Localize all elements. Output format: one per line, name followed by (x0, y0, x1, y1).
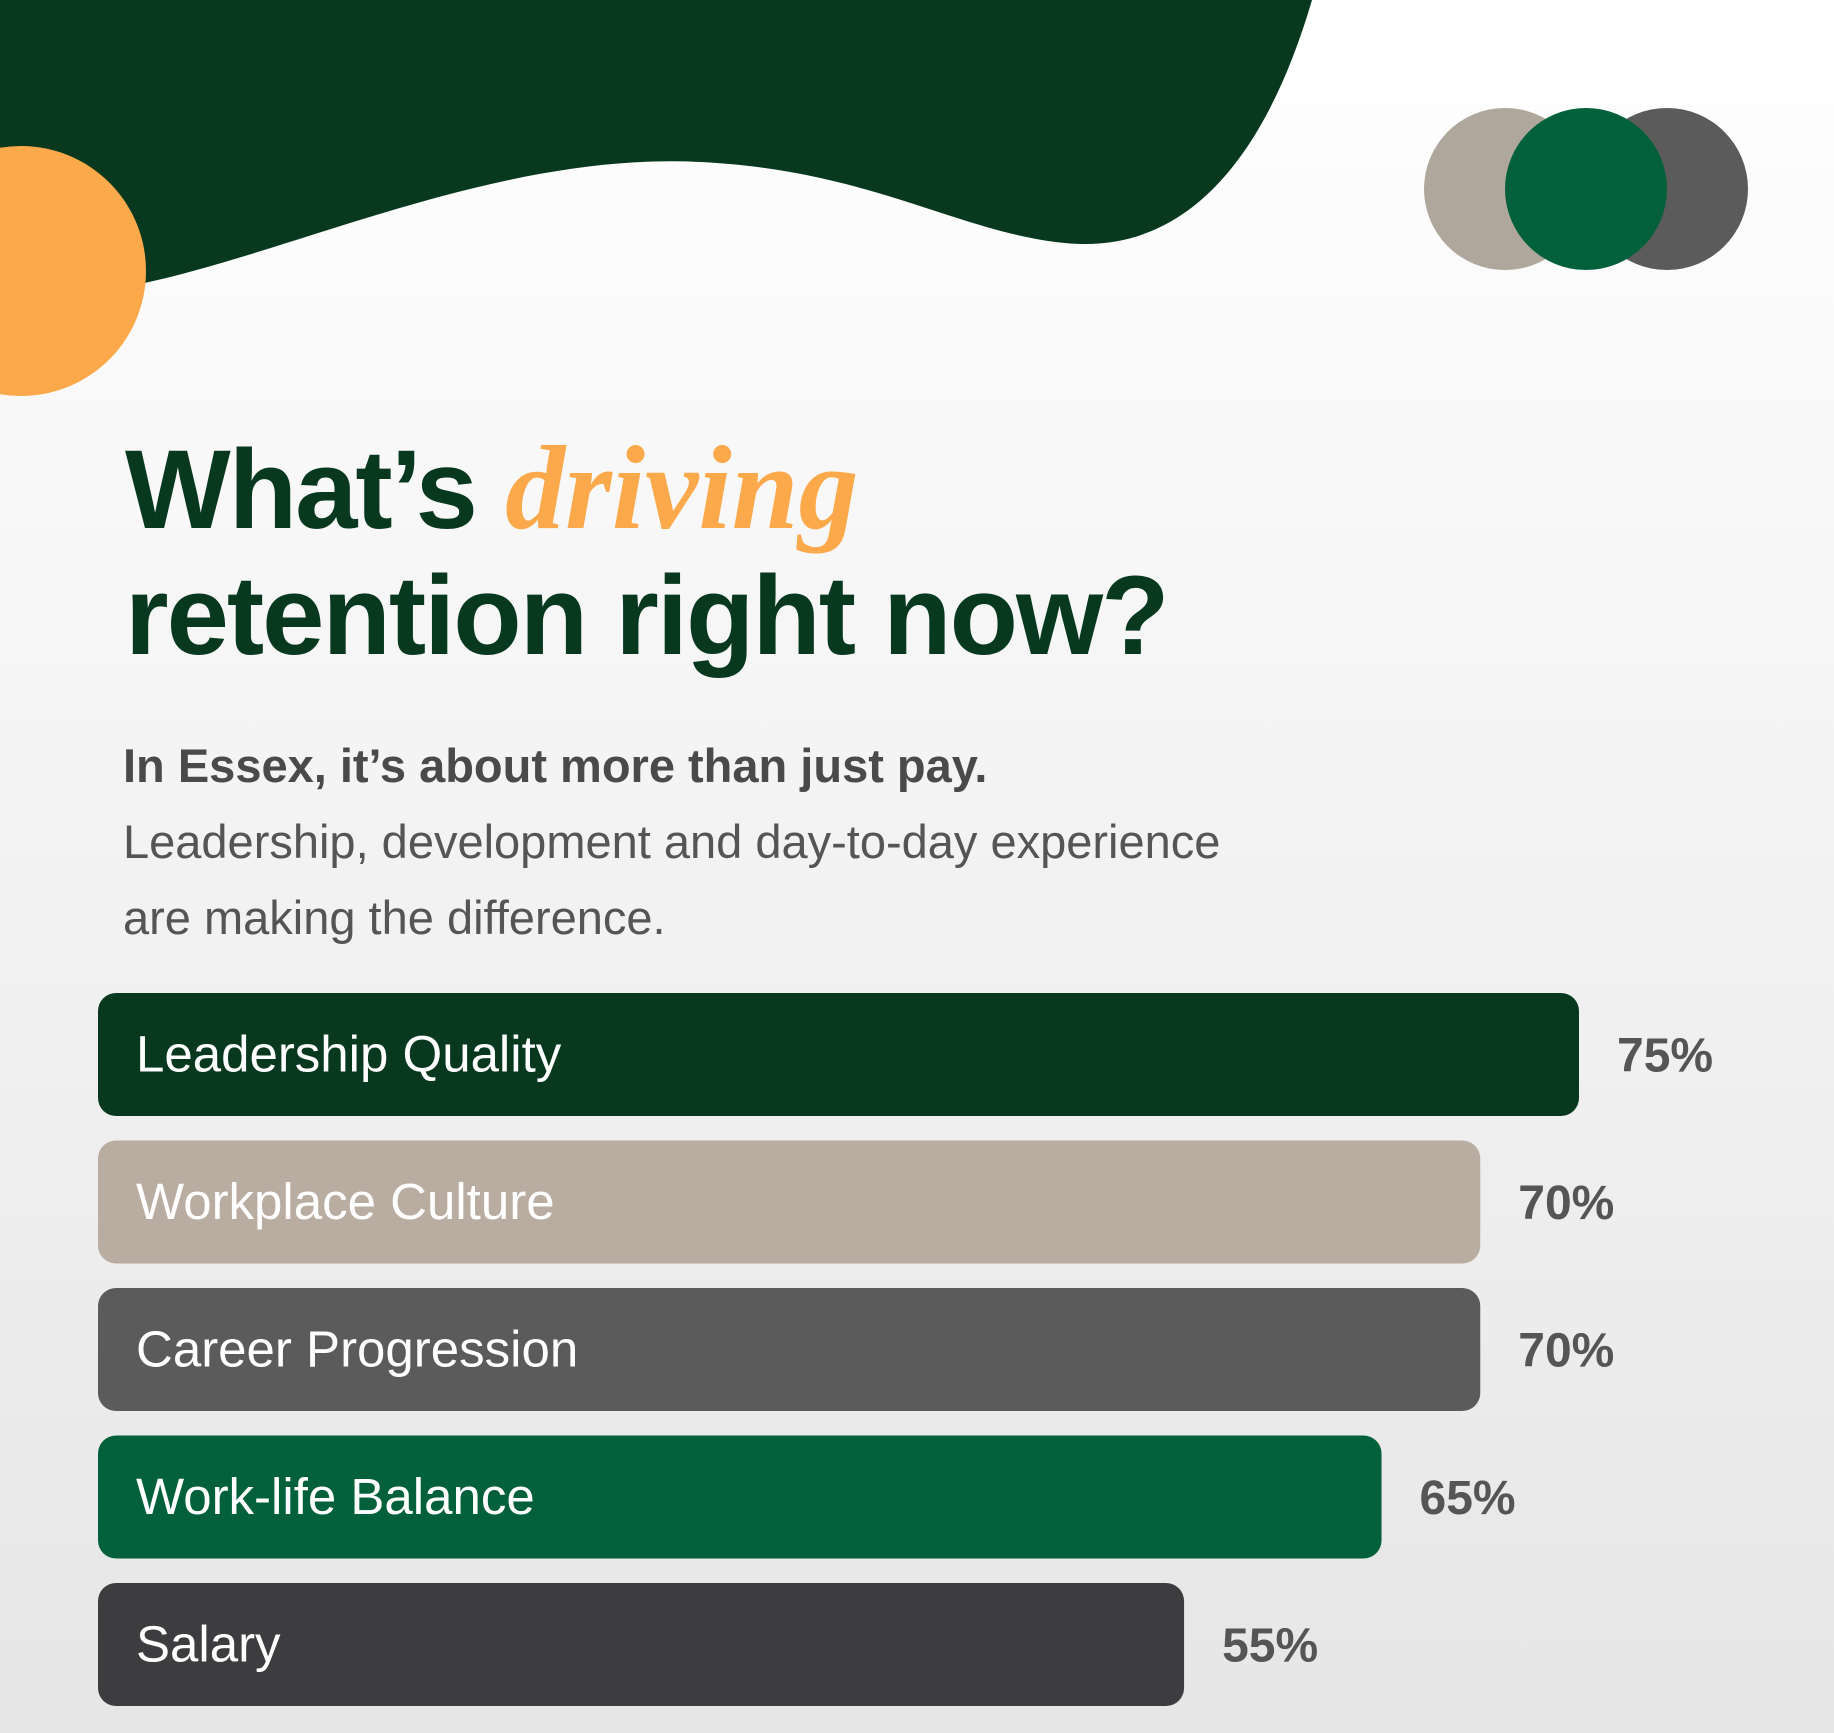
bar-label: Leadership Quality (136, 1026, 562, 1083)
bar (98, 1288, 1481, 1411)
bar (98, 1583, 1185, 1706)
value-label: 70% (1518, 1177, 1614, 1230)
value-label: 70% (1518, 1325, 1614, 1378)
bar-label: Workplace Culture (136, 1173, 555, 1230)
value-label: 75% (1617, 1030, 1713, 1083)
decor-circle (1505, 108, 1667, 270)
title: What’s driving retention right now? (125, 425, 1170, 679)
title-accent: driving (505, 421, 859, 554)
decor-blob (0, 0, 1312, 290)
description: Leadership, development and day-to-day e… (123, 815, 1221, 944)
bar (98, 1435, 1382, 1559)
value-label: 55% (1222, 1620, 1318, 1673)
bar-label: Work-life Balance (136, 1468, 535, 1525)
intro: In Essex, it’s about more than just pay.… (123, 728, 1243, 956)
bar (98, 993, 1579, 1116)
decor-circle (0, 146, 146, 396)
bar-label: Salary (136, 1616, 281, 1673)
value-label: 65% (1420, 1472, 1516, 1525)
title-part: What’s (125, 427, 478, 552)
title-part: retention right now? (125, 553, 1170, 678)
bar-label: Career Progression (136, 1321, 578, 1378)
subtitle: In Essex, it’s about more than just pay. (123, 739, 988, 792)
bar (98, 1140, 1481, 1264)
